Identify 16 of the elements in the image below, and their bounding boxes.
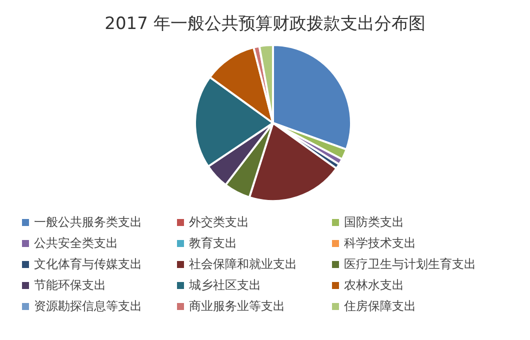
legend-label: 城乡社区支出 <box>189 277 261 294</box>
legend-label: 外交类支出 <box>189 214 249 231</box>
chart-title: 2017 年一般公共预算财政拨款支出分布图 <box>104 13 426 36</box>
legend-label: 社会保障和就业支出 <box>189 256 297 273</box>
legend-label: 公共安全类支出 <box>34 235 118 252</box>
legend-label: 住房保障支出 <box>344 298 416 315</box>
legend-label: 医疗卫生与计划生育支出 <box>344 256 476 273</box>
legend-label: 农林水支出 <box>344 277 404 294</box>
legend-label: 文化体育与传媒支出 <box>34 256 142 273</box>
legend-label: 国防类支出 <box>344 214 404 231</box>
legend-label: 科学技术支出 <box>344 235 416 252</box>
legend-label: 教育支出 <box>189 235 237 252</box>
legend-label: 节能环保支出 <box>34 277 106 294</box>
legend-label: 一般公共服务类支出 <box>34 214 142 231</box>
legend-label: 商业服务业等支出 <box>189 298 285 315</box>
legend-label: 资源勘探信息等支出 <box>34 298 142 315</box>
